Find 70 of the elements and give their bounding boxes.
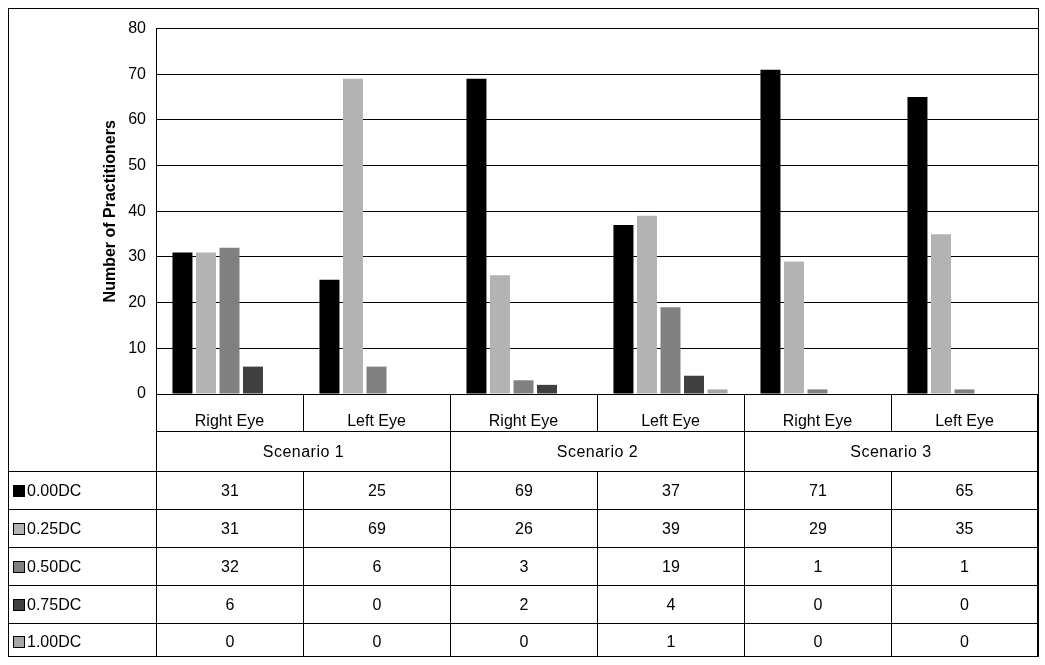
data-label: 1 xyxy=(665,632,677,652)
y-tick-label: 40 xyxy=(128,201,147,219)
y-axis-title: Number of Practitioners xyxy=(101,120,119,303)
bar xyxy=(930,234,951,394)
data-label: 0 xyxy=(891,585,1038,623)
y-tick-label: 30 xyxy=(128,247,147,265)
data-label: 39 xyxy=(597,509,744,547)
text: Scenario 1 xyxy=(156,431,450,471)
text: Scenario 3 xyxy=(744,431,1038,471)
y-tick-label: 50 xyxy=(128,156,147,174)
bar xyxy=(537,384,558,394)
bar xyxy=(807,389,828,394)
bar xyxy=(636,215,657,394)
data-label: 0 xyxy=(371,632,383,652)
data-label: 69 xyxy=(303,509,450,547)
text: Scenario 2 xyxy=(450,431,744,471)
data-label: 6 xyxy=(156,585,303,623)
bar xyxy=(366,366,387,394)
y-tick-label: 0 xyxy=(137,384,147,402)
data-label: 1 xyxy=(891,547,1038,585)
x-tick-label: Left Eye xyxy=(935,412,994,430)
data-label: 29 xyxy=(744,509,891,547)
bar xyxy=(660,307,681,394)
legend-label: 1.00DC xyxy=(27,633,82,651)
bar xyxy=(783,261,804,394)
data-label: 0 xyxy=(303,585,450,623)
x-tick-label: Right Eye xyxy=(194,412,265,430)
data-label: 71 xyxy=(744,471,891,509)
bar xyxy=(489,275,510,394)
y-tick-label: 60 xyxy=(128,110,147,128)
y-tick-label: 10 xyxy=(128,338,147,356)
x-tick-label: Right Eye xyxy=(782,412,853,430)
bar xyxy=(513,380,534,394)
data-label: 4 xyxy=(597,585,744,623)
data-label: 2 xyxy=(450,585,597,623)
x-tick-label: Right Eye xyxy=(488,412,559,430)
data-label: 69 xyxy=(450,471,597,509)
data-label: 0 xyxy=(959,632,970,652)
data-label: 32 xyxy=(156,547,303,585)
y-tick-label: 70 xyxy=(128,64,147,82)
bar xyxy=(195,252,216,394)
legend-label: 0.50DC xyxy=(27,557,82,576)
data-label: 0 xyxy=(744,585,891,623)
bar xyxy=(219,247,240,394)
bar xyxy=(684,375,705,394)
y-tick-label: 80 xyxy=(128,19,147,37)
data-label: 3 xyxy=(450,547,597,585)
data-label: 31 xyxy=(156,509,303,547)
data-label: 19 xyxy=(597,547,744,585)
data-label: 26 xyxy=(450,509,597,547)
data-label: 65 xyxy=(891,471,1038,509)
data-label: 6 xyxy=(303,547,450,585)
data-label: 37 xyxy=(597,471,744,509)
legend-label: 0.00DC xyxy=(27,481,82,500)
data-label: 25 xyxy=(303,471,450,509)
data-label: 0 xyxy=(518,632,530,652)
legend-label: 0.25DC xyxy=(27,519,82,538)
bar xyxy=(707,389,728,394)
data-label: 0 xyxy=(812,632,824,652)
data-label: 1 xyxy=(744,547,891,585)
x-tick-label: Left Eye xyxy=(641,412,700,430)
bar xyxy=(243,366,264,394)
x-tick-label: Left Eye xyxy=(347,412,406,430)
data-label: 35 xyxy=(891,509,1038,547)
data-label: 0 xyxy=(224,632,236,652)
legend-label: 0.75DC xyxy=(27,595,82,614)
data-label: 31 xyxy=(156,471,303,509)
bar xyxy=(954,389,975,394)
bar xyxy=(342,78,363,394)
y-tick-label: 20 xyxy=(128,293,147,311)
